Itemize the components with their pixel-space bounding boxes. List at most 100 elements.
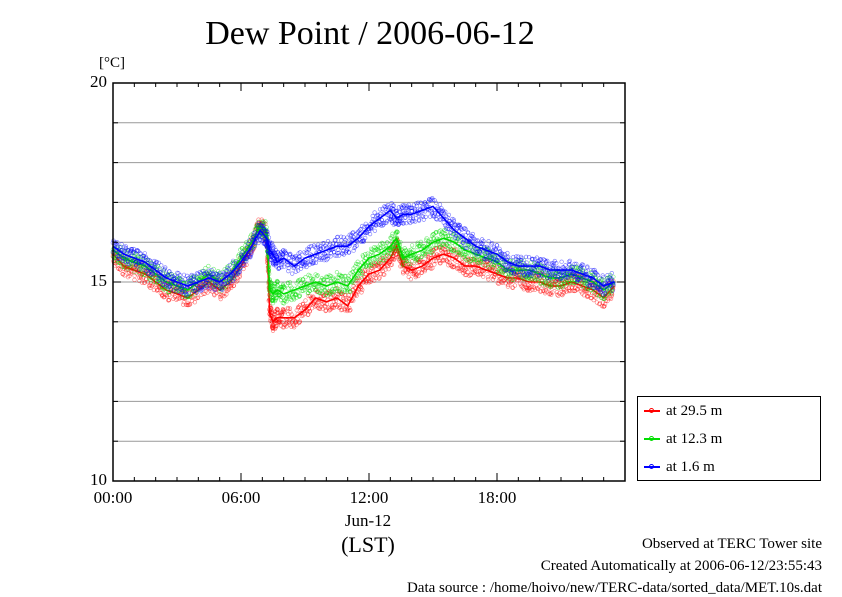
data-point	[454, 263, 459, 268]
data-point	[127, 273, 132, 279]
data-point	[122, 273, 127, 278]
data-point	[136, 249, 141, 254]
data-point	[263, 219, 268, 224]
data-point	[528, 284, 533, 289]
legend-label: at 12.3 m	[666, 430, 723, 447]
data-point	[245, 244, 250, 249]
data-point	[275, 279, 280, 284]
x-tick-label: 18:00	[477, 488, 517, 507]
data-point	[355, 259, 360, 264]
data-point	[392, 257, 397, 262]
data-point	[207, 284, 212, 289]
data-point	[217, 270, 222, 275]
data-point	[353, 264, 358, 269]
data-point	[235, 264, 240, 269]
data-point	[428, 214, 433, 219]
data-point	[361, 238, 367, 243]
data-point	[427, 249, 433, 255]
data-point	[141, 265, 146, 270]
data-point	[328, 241, 333, 246]
data-point	[354, 293, 359, 298]
data-point	[406, 274, 411, 280]
data-point	[159, 263, 164, 268]
data-point	[447, 244, 452, 249]
x-axis-timezone-label: (LST)	[341, 532, 395, 557]
data-point	[452, 248, 457, 253]
data-point	[491, 275, 497, 280]
data-point	[340, 307, 345, 312]
data-point	[288, 310, 293, 315]
data-point	[345, 286, 350, 292]
data-point	[311, 260, 317, 265]
data-point	[544, 289, 549, 294]
data-point	[226, 285, 231, 290]
data-point	[432, 262, 437, 267]
data-point	[235, 278, 240, 283]
data-point	[561, 290, 567, 295]
legend-swatch	[644, 462, 660, 472]
data-point	[463, 251, 468, 256]
data-point	[125, 261, 130, 267]
data-point	[556, 293, 561, 298]
data-point	[603, 298, 608, 303]
data-point	[409, 247, 414, 252]
data-point	[270, 240, 275, 246]
data-point	[442, 255, 447, 260]
data-point	[283, 248, 288, 253]
data-point	[444, 250, 449, 255]
data-point	[412, 270, 417, 275]
data-point	[475, 271, 480, 277]
data-point	[265, 232, 270, 237]
data-point	[228, 280, 233, 285]
data-point	[353, 281, 358, 286]
y-tick-label: 15	[90, 271, 107, 290]
data-point	[333, 283, 339, 288]
data-point	[437, 229, 442, 234]
data-point	[338, 274, 343, 279]
data-point	[307, 262, 312, 267]
data-point	[295, 316, 300, 321]
data-point	[242, 263, 247, 268]
data-point	[348, 289, 353, 294]
data-point	[605, 298, 610, 303]
data-point	[126, 267, 131, 272]
data-point	[162, 294, 167, 300]
data-point	[159, 287, 164, 293]
data-point	[285, 305, 290, 311]
legend: at 29.5 m at 12.3 m at 1.6 m	[637, 396, 821, 481]
data-point	[417, 254, 422, 259]
data-point	[132, 269, 137, 275]
data-point	[566, 279, 572, 284]
data-point	[454, 247, 459, 252]
data-point	[506, 274, 511, 280]
data-point	[549, 284, 554, 289]
data-point	[383, 253, 388, 258]
data-point	[117, 256, 122, 261]
data-point	[427, 245, 433, 250]
data-point	[286, 306, 291, 311]
data-point	[281, 325, 287, 330]
series-line	[112, 220, 615, 324]
data-point	[380, 241, 386, 246]
data-point	[470, 257, 475, 262]
data-point	[233, 270, 238, 275]
x-axis-date-label: Jun-12	[344, 511, 392, 530]
data-point	[360, 287, 365, 293]
data-point	[490, 265, 496, 270]
data-point	[566, 287, 572, 292]
data-point	[265, 229, 270, 234]
data-point	[334, 253, 339, 258]
data-point	[556, 285, 561, 291]
data-point	[465, 254, 470, 260]
data-point	[346, 273, 351, 278]
data-point	[432, 243, 437, 248]
data-point	[154, 260, 160, 265]
data-point	[401, 263, 406, 268]
data-point	[351, 280, 356, 285]
data-point	[298, 250, 303, 255]
data-point	[216, 274, 221, 279]
data-point	[334, 241, 339, 246]
data-point	[323, 305, 328, 310]
data-point	[496, 270, 501, 275]
data-point	[153, 263, 158, 268]
